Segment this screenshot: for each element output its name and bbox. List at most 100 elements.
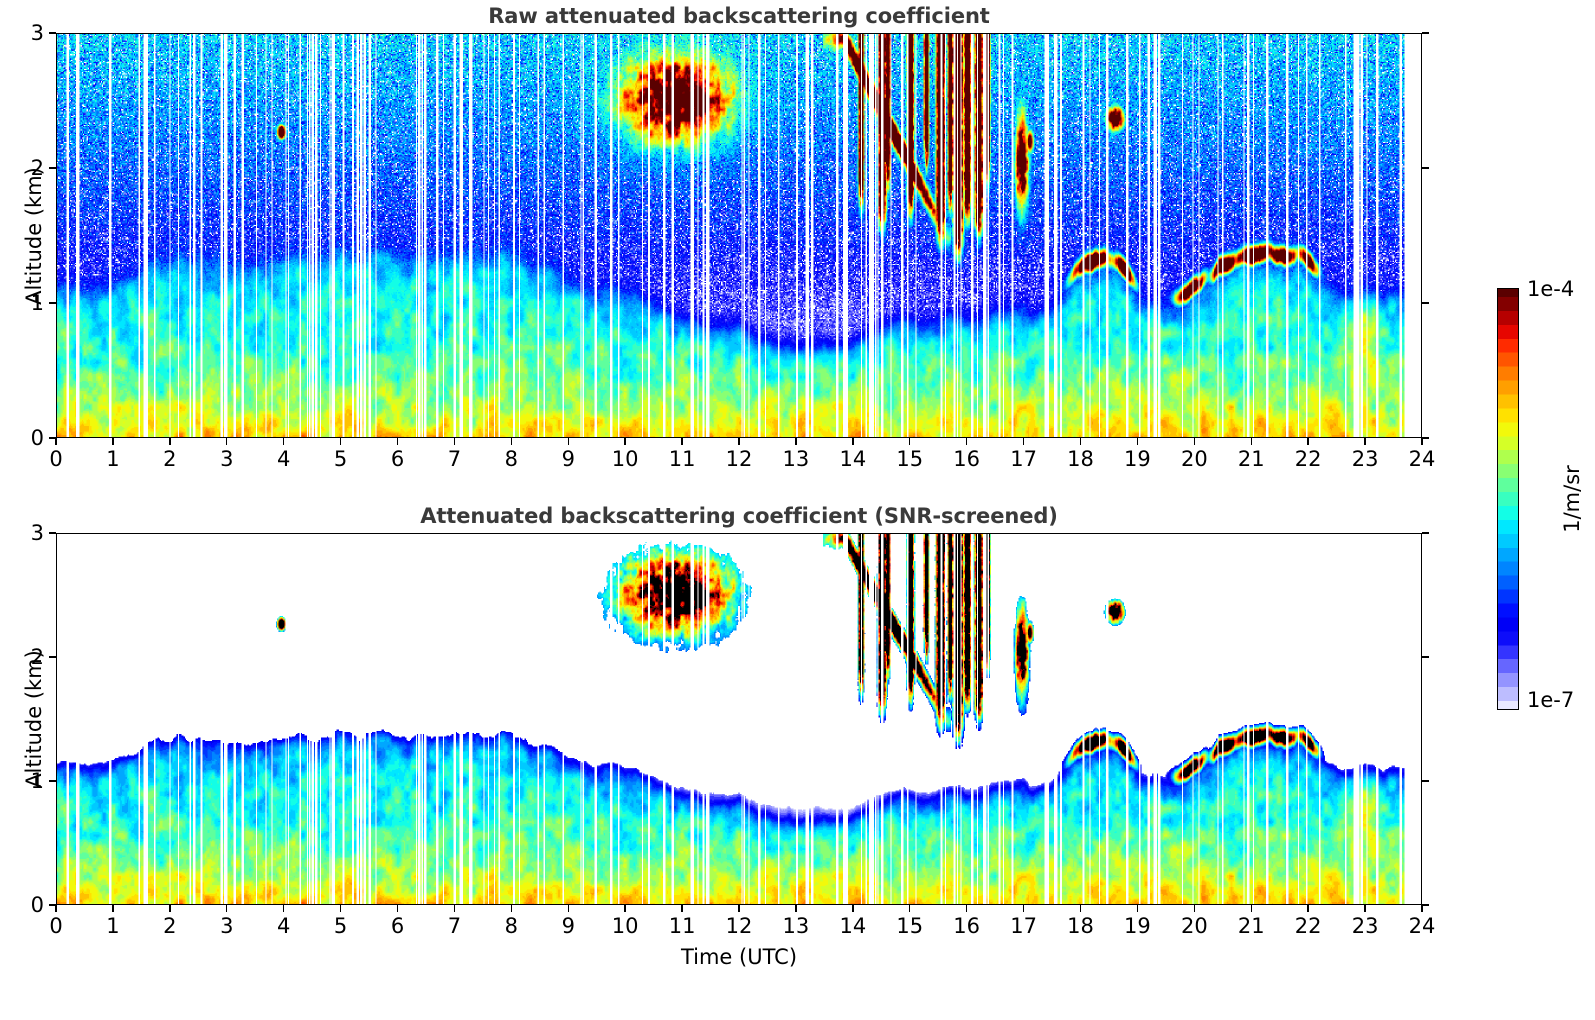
y-tick-mark-right [1422, 904, 1429, 906]
colorbar [1497, 288, 1519, 710]
x-tick-mark [852, 438, 854, 445]
x-tick-mark [1364, 905, 1366, 912]
x-tick-label: 22 [1294, 914, 1322, 938]
y-tick-mark [49, 32, 56, 34]
y-tick-label: 2 [30, 645, 44, 669]
x-tick-label: 19 [1124, 914, 1151, 938]
x-tick-label: 0 [49, 914, 63, 938]
x-tick-mark [795, 905, 797, 912]
x-tick-mark [681, 438, 683, 445]
x-tick-label: 20 [1180, 914, 1208, 938]
x-tick-label: 20 [1180, 447, 1208, 471]
x-tick-mark [453, 905, 456, 912]
x-tick-label: 5 [333, 447, 348, 471]
x-tick-label: 21 [1237, 914, 1265, 938]
x-tick-mark [1250, 905, 1252, 912]
x-tick-mark [624, 438, 626, 445]
y-tick-mark [49, 656, 56, 658]
x-tick-label: 1 [106, 914, 120, 938]
x-tick-mark [226, 438, 228, 445]
x-tick-mark [169, 438, 171, 445]
x-tick-mark [226, 905, 228, 912]
x-tick-label: 18 [1067, 914, 1094, 938]
x-tick-mark [567, 438, 569, 445]
x-tick-label: 17 [1010, 914, 1037, 938]
bottom-panel-x-axis-title: Time (UTC) [680, 945, 798, 969]
colorbar-axis-title: 1/m/sr [1560, 465, 1584, 533]
x-tick-label: 6 [390, 447, 405, 471]
x-tick-mark [681, 905, 683, 912]
x-tick-label: 13 [782, 447, 810, 471]
x-tick-mark [1022, 438, 1025, 445]
x-tick-label: 4 [276, 447, 291, 471]
x-tick-label: 22 [1294, 447, 1322, 471]
x-tick-label: 18 [1067, 447, 1094, 471]
x-tick-label: 12 [725, 447, 753, 471]
x-tick-label: 24 [1408, 447, 1436, 471]
x-tick-label: 17 [1010, 447, 1037, 471]
x-tick-label: 7 [447, 914, 462, 938]
y-tick-mark-right [1422, 32, 1429, 34]
y-tick-mark-right [1422, 780, 1429, 782]
x-tick-mark [282, 438, 285, 445]
x-tick-label: 24 [1408, 914, 1436, 938]
x-tick-mark [339, 905, 342, 912]
top-panel-y-axis-title: Altitude (km) [22, 166, 46, 305]
x-tick-mark [909, 438, 911, 445]
x-tick-mark [795, 438, 797, 445]
x-tick-mark [1421, 438, 1423, 445]
x-tick-label: 15 [896, 447, 924, 471]
x-tick-label: 8 [504, 914, 519, 938]
x-tick-mark [282, 905, 285, 912]
x-tick-mark [1193, 438, 1196, 445]
x-tick-mark [510, 438, 513, 445]
x-tick-label: 8 [504, 447, 519, 471]
x-tick-label: 14 [839, 914, 867, 938]
x-tick-label: 7 [447, 447, 462, 471]
x-tick-label: 5 [333, 914, 348, 938]
x-tick-mark [339, 438, 342, 445]
x-tick-mark [624, 905, 626, 912]
y-tick-mark [49, 167, 56, 169]
x-tick-mark [1136, 905, 1139, 912]
y-tick-label: 0 [30, 893, 44, 917]
x-tick-mark [55, 438, 57, 445]
x-tick-mark [1079, 905, 1082, 912]
x-tick-label: 10 [611, 914, 639, 938]
top-panel-heatmap [57, 34, 1421, 437]
x-tick-mark [396, 905, 399, 912]
x-tick-mark [396, 438, 399, 445]
colorbar-max-label: 1e-4 [1527, 277, 1575, 301]
y-tick-label: 3 [30, 521, 44, 545]
y-tick-label: 2 [30, 156, 44, 180]
x-tick-label: 13 [782, 914, 810, 938]
x-tick-label: 3 [220, 447, 234, 471]
y-tick-mark [49, 302, 56, 304]
x-tick-mark [510, 905, 513, 912]
x-tick-mark [1364, 438, 1366, 445]
x-tick-label: 15 [896, 914, 924, 938]
x-tick-mark [852, 905, 854, 912]
x-tick-mark [738, 438, 740, 445]
x-tick-label: 12 [725, 914, 753, 938]
x-tick-label: 9 [561, 447, 575, 471]
top-panel-plot-area [56, 33, 1422, 438]
colorbar-gradient [1497, 288, 1519, 710]
y-tick-mark-right [1422, 302, 1429, 304]
y-tick-mark-right [1422, 656, 1429, 658]
y-tick-mark-right [1422, 437, 1429, 439]
x-tick-label: 1 [106, 447, 120, 471]
top-panel-title: Raw attenuated backscattering coefficien… [488, 4, 990, 28]
x-tick-mark [112, 905, 114, 912]
x-tick-mark [965, 438, 968, 445]
x-tick-mark [1307, 905, 1309, 912]
x-tick-label: 6 [390, 914, 405, 938]
y-tick-label: 0 [30, 426, 44, 450]
x-tick-label: 11 [668, 447, 696, 471]
y-tick-mark [49, 780, 56, 782]
x-tick-label: 23 [1351, 447, 1379, 471]
x-tick-label: 23 [1351, 914, 1379, 938]
y-tick-mark [49, 437, 56, 439]
x-tick-mark [1136, 438, 1139, 445]
